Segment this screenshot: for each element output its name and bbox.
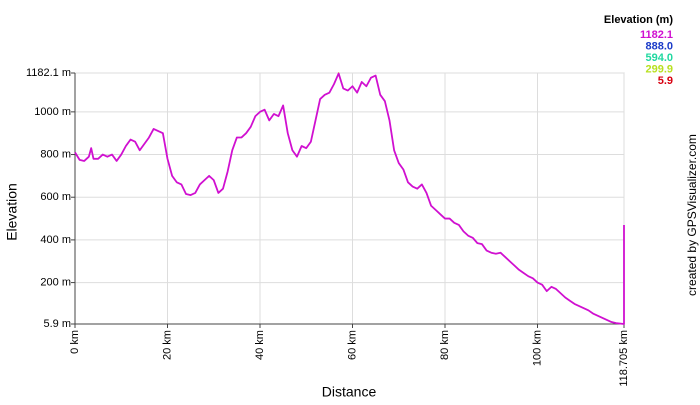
y-tick-label: 1182.1 m (26, 67, 71, 79)
x-tick-label: 0 km (69, 330, 81, 354)
x-tick-label: 118.705 km (618, 330, 630, 387)
y-tick-label: 1000 m (34, 106, 71, 118)
x-tick-label: 20 km (161, 330, 173, 360)
y-tick-label: 200 m (40, 276, 71, 288)
x-tick-label: 100 km (531, 330, 543, 366)
y-tick-label: 800 m (40, 148, 71, 160)
x-tick-label: 60 km (346, 330, 358, 360)
y-tick-label: 400 m (40, 234, 71, 246)
elevation-line (74, 72, 625, 325)
y-tick-label: 600 m (40, 191, 71, 203)
x-tick-label: 40 km (254, 330, 266, 360)
legend-value: 888.0 (645, 40, 673, 52)
y-axis-label: Elevation (4, 183, 20, 241)
legend-value: 1182.1 (640, 29, 673, 41)
legend-value: 594.0 (645, 52, 673, 64)
x-tick-label: 80 km (439, 330, 451, 360)
plot-area (74, 72, 625, 325)
legend-title: Elevation (m) (604, 14, 673, 26)
y-tick-label: 5.9 m (43, 318, 71, 330)
legend-value: 5.9 (658, 75, 673, 87)
x-axis-label: Distance (322, 384, 377, 400)
legend-value: 299.9 (645, 63, 673, 75)
credit: created by GPSVisualizer.com (685, 134, 699, 296)
